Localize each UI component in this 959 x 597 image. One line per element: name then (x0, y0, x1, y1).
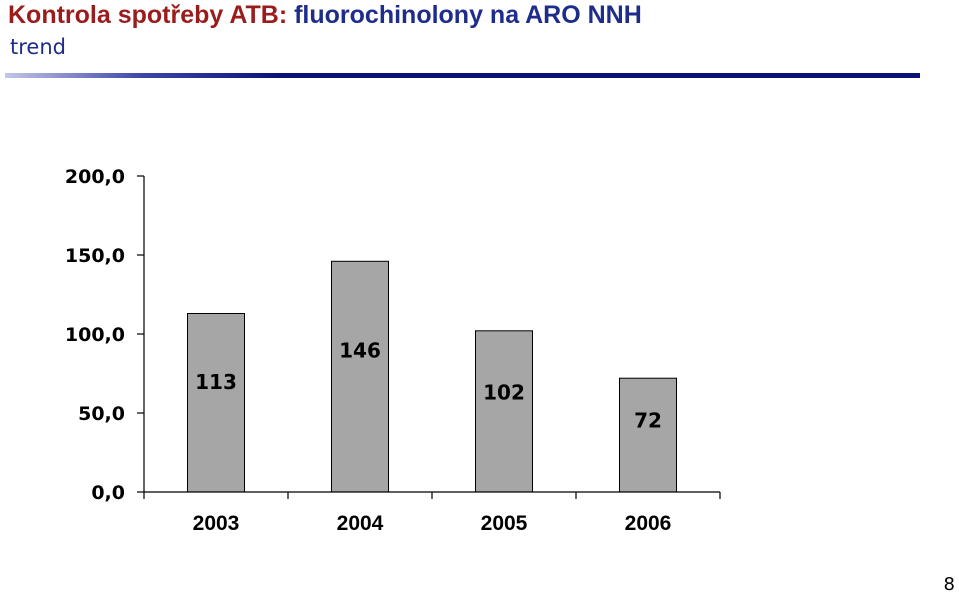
bar-2004 (331, 260, 389, 493)
bar-2005 (475, 330, 533, 493)
y-tick-label: 50,0 (78, 403, 125, 425)
slide-title-prefix: Kontrola spotřeby ATB: (8, 1, 295, 29)
x-tick-label: 2006 (625, 512, 672, 535)
data-label: 102 (483, 380, 525, 404)
x-tick-label: 2003 (193, 512, 240, 535)
y-tick-label: 200,0 (65, 166, 125, 188)
slide-title: Kontrola spotřeby ATB: fluorochinolony n… (8, 0, 642, 30)
y-tick-label: 0,0 (91, 482, 125, 504)
x-tick-label: 2004 (337, 512, 384, 535)
y-tick-label: 150,0 (65, 245, 125, 267)
bar-2003 (187, 313, 245, 493)
data-label: 113 (195, 370, 237, 394)
title-divider (5, 73, 920, 78)
y-tick-label: 100,0 (65, 324, 125, 346)
page-number: 8 (943, 574, 955, 595)
data-label: 72 (634, 409, 662, 433)
x-tick-label: 2005 (481, 512, 528, 535)
slide-subtitle: trend (10, 35, 66, 59)
bar-2006 (619, 377, 677, 493)
data-label: 146 (339, 339, 381, 363)
slide-title-topic: fluorochinolony na ARO NNH (294, 1, 642, 29)
